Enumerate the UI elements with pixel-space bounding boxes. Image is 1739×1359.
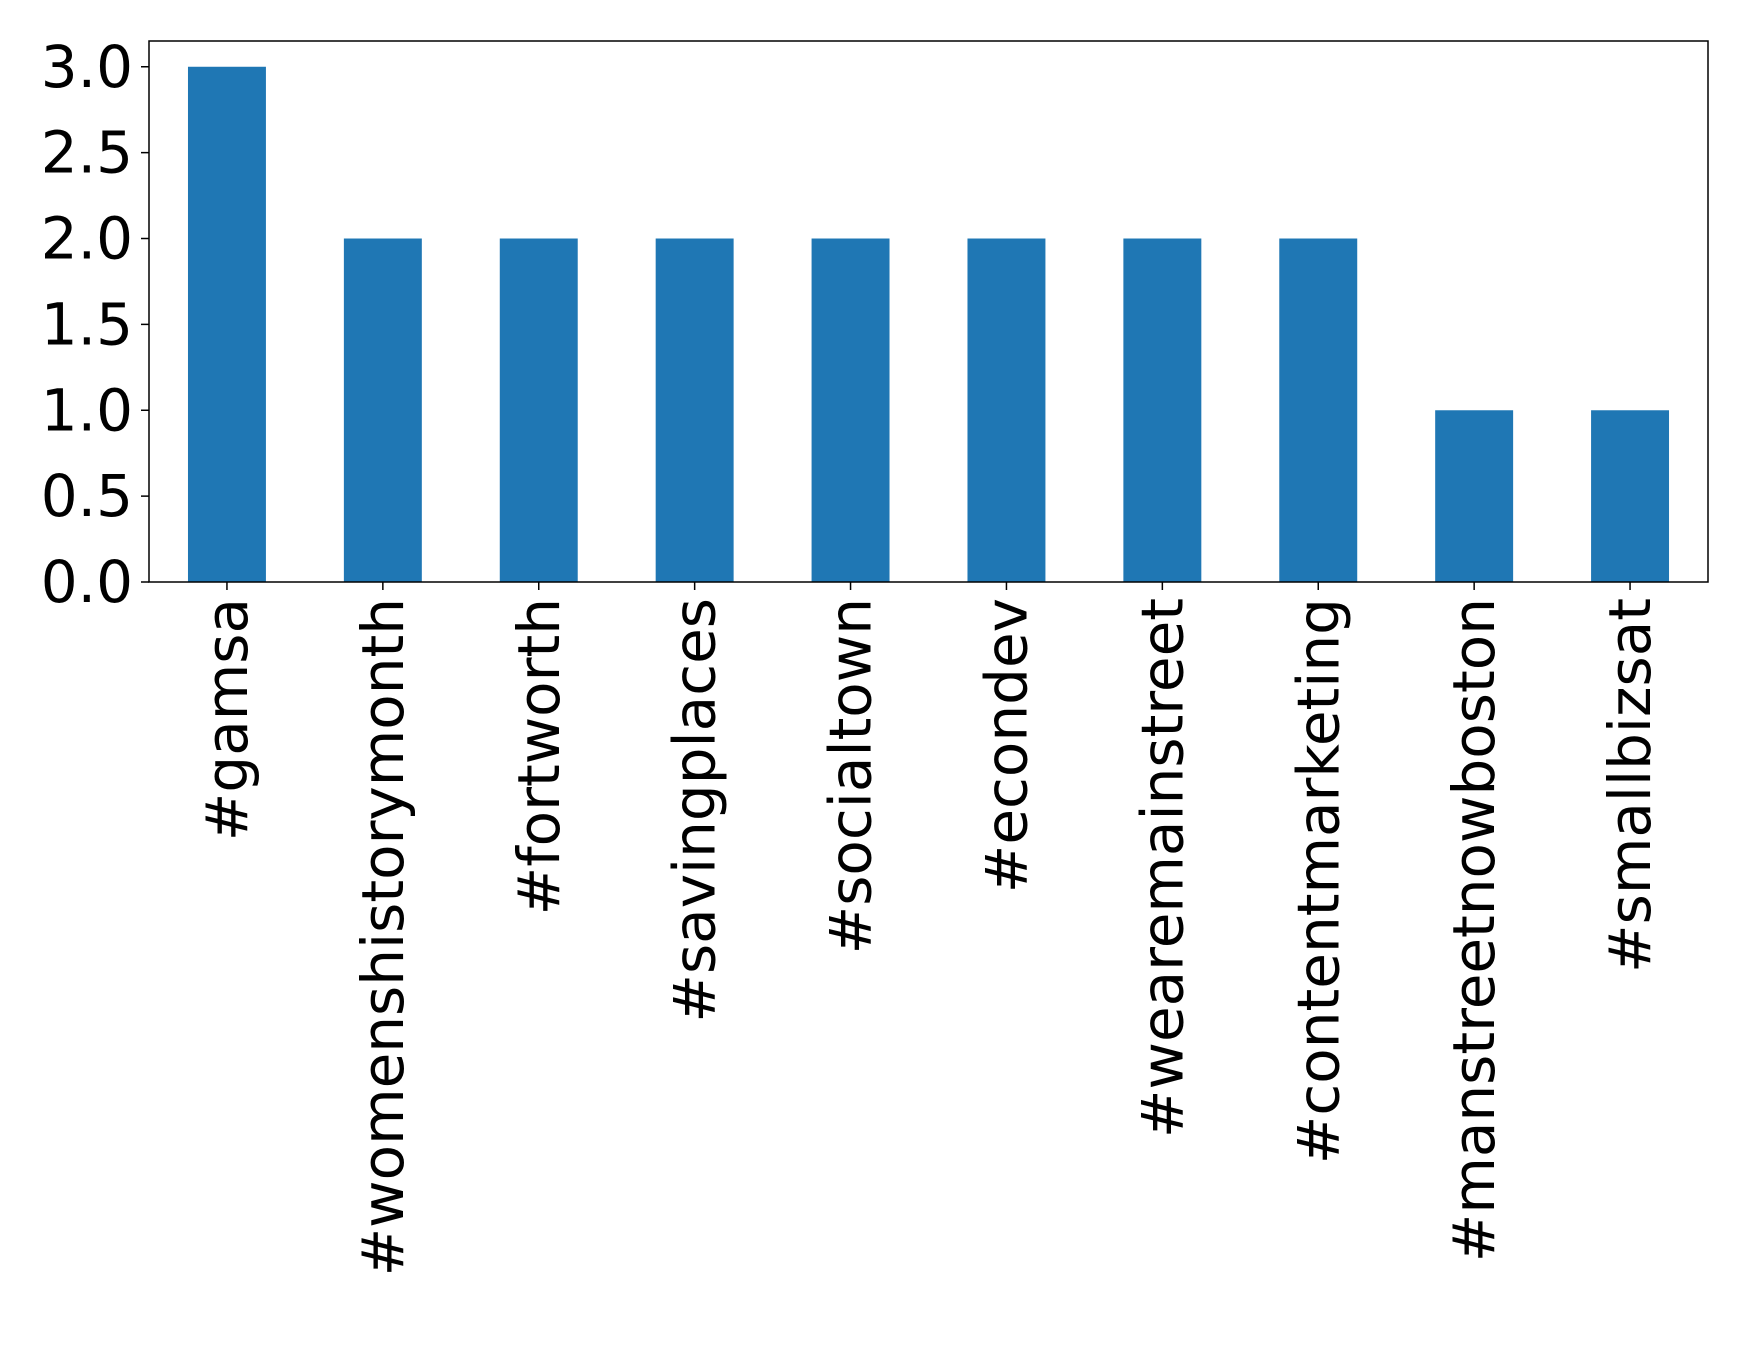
bar: [499, 238, 578, 582]
bar: [655, 238, 734, 582]
y-tick-label: 2.5: [41, 119, 133, 187]
bar: [187, 66, 266, 582]
y-tick-label: 1.0: [41, 376, 133, 444]
y-tick-label: 0.0: [41, 548, 133, 616]
bar: [1123, 238, 1202, 582]
y-tick-label: 0.5: [41, 462, 133, 530]
x-tick-label: #gamsa: [193, 598, 261, 841]
x-tick-label: #womenshistorymonth: [349, 598, 417, 1276]
x-tick-label: #savingplaces: [661, 598, 729, 1023]
bar: [967, 238, 1046, 582]
bar: [811, 238, 890, 582]
bar: [1435, 410, 1514, 582]
x-tick-label: #manstreetnowboston: [1440, 598, 1508, 1262]
bar: [1591, 410, 1670, 582]
x-tick-label: #wearemainstreet: [1128, 598, 1196, 1138]
bar: [1279, 238, 1358, 582]
y-tick-label: 2.0: [41, 205, 133, 273]
bar: [343, 238, 422, 582]
x-tick-label: #econdev: [972, 598, 1040, 893]
y-tick-label: 3.0: [41, 33, 133, 101]
x-tick-label: #smallbizsat: [1596, 598, 1664, 973]
y-tick-label: 1.5: [41, 290, 133, 358]
x-tick-label: #fortworth: [505, 598, 573, 915]
plot-frame: [148, 40, 1709, 583]
x-tick-label: #socialtown: [817, 598, 885, 954]
x-tick-label: #contentmarketing: [1284, 598, 1352, 1164]
